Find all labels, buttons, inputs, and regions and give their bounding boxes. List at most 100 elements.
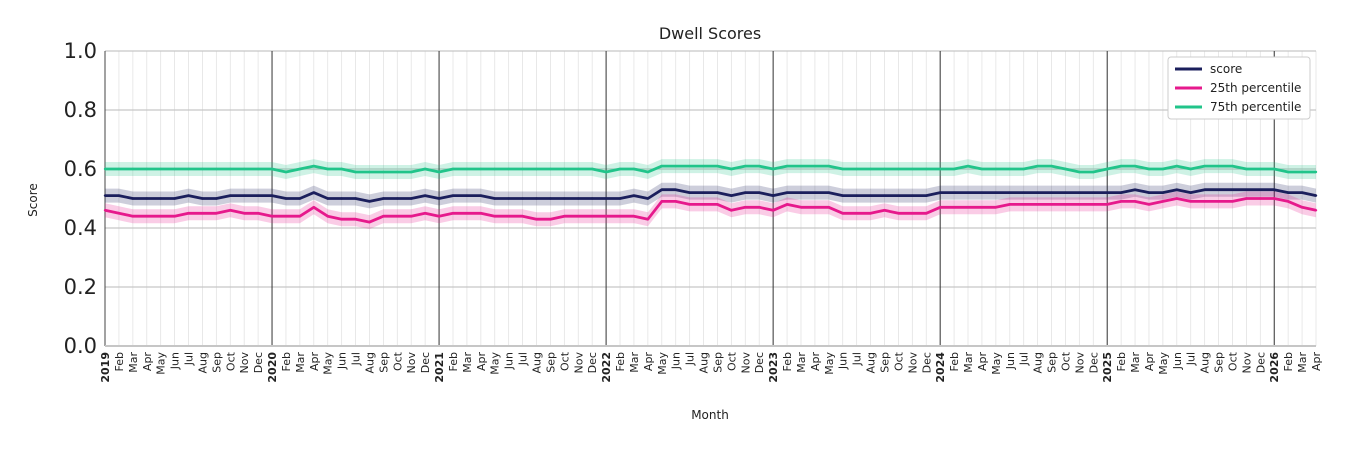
data-point xyxy=(702,203,705,206)
data-point xyxy=(799,191,803,194)
data-point xyxy=(507,215,510,218)
data-point xyxy=(1078,170,1081,174)
data-point xyxy=(591,215,594,218)
data-point xyxy=(939,191,942,194)
x-tick-label: Sep xyxy=(544,352,557,373)
data-point xyxy=(1008,167,1011,171)
x-tick-label: Mar xyxy=(628,351,641,372)
data-point xyxy=(159,215,162,218)
data-point xyxy=(1036,164,1039,168)
x-tick-label: Mar xyxy=(461,352,474,373)
data-point xyxy=(1259,197,1262,200)
x-tick-label: Mar xyxy=(127,351,140,372)
data-point xyxy=(716,164,719,168)
data-point xyxy=(326,167,329,171)
data-point xyxy=(354,197,357,200)
data-point xyxy=(1092,170,1095,174)
data-point xyxy=(674,200,677,203)
data-point xyxy=(298,197,302,200)
data-point xyxy=(229,209,232,212)
data-point xyxy=(103,167,107,171)
data-point xyxy=(145,215,148,218)
x-tick-label: Oct xyxy=(558,351,571,371)
x-tick-label: Dec xyxy=(920,352,933,373)
data-point xyxy=(841,167,844,171)
data-point xyxy=(410,197,413,200)
data-point xyxy=(284,170,288,174)
data-point xyxy=(396,215,399,218)
data-point xyxy=(618,197,622,200)
data-point xyxy=(243,167,246,171)
data-point xyxy=(1078,203,1081,206)
y-tick-label: 0.4 xyxy=(64,216,97,240)
data-point xyxy=(410,215,413,218)
data-point xyxy=(1189,200,1192,203)
data-point xyxy=(1161,200,1165,203)
x-tick-label: Feb xyxy=(948,352,961,371)
data-point xyxy=(1314,209,1318,212)
x-tick-label: Jul xyxy=(851,352,864,366)
series-line xyxy=(104,197,1317,224)
data-point xyxy=(368,200,371,203)
data-point xyxy=(813,191,817,194)
data-point xyxy=(410,170,413,174)
y-axis-label: Score xyxy=(26,183,40,217)
data-point xyxy=(813,206,817,209)
x-tick-label: Feb xyxy=(1115,352,1128,371)
data-point xyxy=(771,167,775,171)
data-point xyxy=(117,167,121,171)
data-point xyxy=(173,167,176,171)
x-tick-label: Oct xyxy=(391,351,404,371)
data-point xyxy=(326,197,329,200)
x-tick-label: Feb xyxy=(781,352,794,371)
data-point xyxy=(1161,167,1165,171)
data-point xyxy=(758,191,761,194)
data-point xyxy=(1300,191,1304,194)
x-tick-label: Jun xyxy=(837,352,850,370)
data-point xyxy=(368,220,371,224)
data-point xyxy=(1189,191,1192,194)
data-point xyxy=(646,170,650,174)
data-point xyxy=(451,212,455,215)
data-point xyxy=(855,167,858,171)
data-point xyxy=(535,197,538,200)
data-point xyxy=(382,170,385,174)
data-point xyxy=(618,167,622,171)
data-point xyxy=(1050,164,1053,168)
data-point xyxy=(493,167,496,171)
data-point xyxy=(911,167,914,171)
data-point xyxy=(187,167,190,171)
y-tick-label: 0.0 xyxy=(64,334,97,358)
x-tick-label: Dec xyxy=(252,352,265,373)
data-point xyxy=(744,206,747,209)
data-point xyxy=(1231,188,1234,191)
data-point xyxy=(1119,191,1123,194)
x-tick-label: Jun xyxy=(169,352,182,370)
x-tick-label: Aug xyxy=(698,352,711,373)
chart-title: Dwell Scores xyxy=(659,24,761,43)
data-point xyxy=(730,167,733,171)
data-point xyxy=(521,167,524,171)
data-point xyxy=(1064,203,1067,206)
data-point xyxy=(256,194,260,197)
data-point xyxy=(966,191,970,194)
x-tick-label: Nov xyxy=(906,351,919,373)
data-point xyxy=(827,164,830,168)
data-point xyxy=(270,194,274,197)
x-tick-label: Nov xyxy=(1240,352,1253,374)
data-point xyxy=(1273,167,1276,171)
data-point xyxy=(716,191,719,194)
data-point xyxy=(1287,170,1290,174)
x-tick-label: Feb xyxy=(1282,352,1295,371)
data-point xyxy=(423,212,427,215)
data-point xyxy=(549,167,552,171)
x-tick-label: Nov xyxy=(739,352,752,374)
data-point xyxy=(911,194,914,197)
x-tick-label: May xyxy=(489,351,502,374)
x-tick-label: Sep xyxy=(377,352,390,373)
series-band xyxy=(105,159,1316,179)
data-point xyxy=(1245,167,1248,171)
data-point xyxy=(493,197,496,200)
x-tick-label: Mar xyxy=(294,352,307,373)
data-point xyxy=(674,188,677,191)
